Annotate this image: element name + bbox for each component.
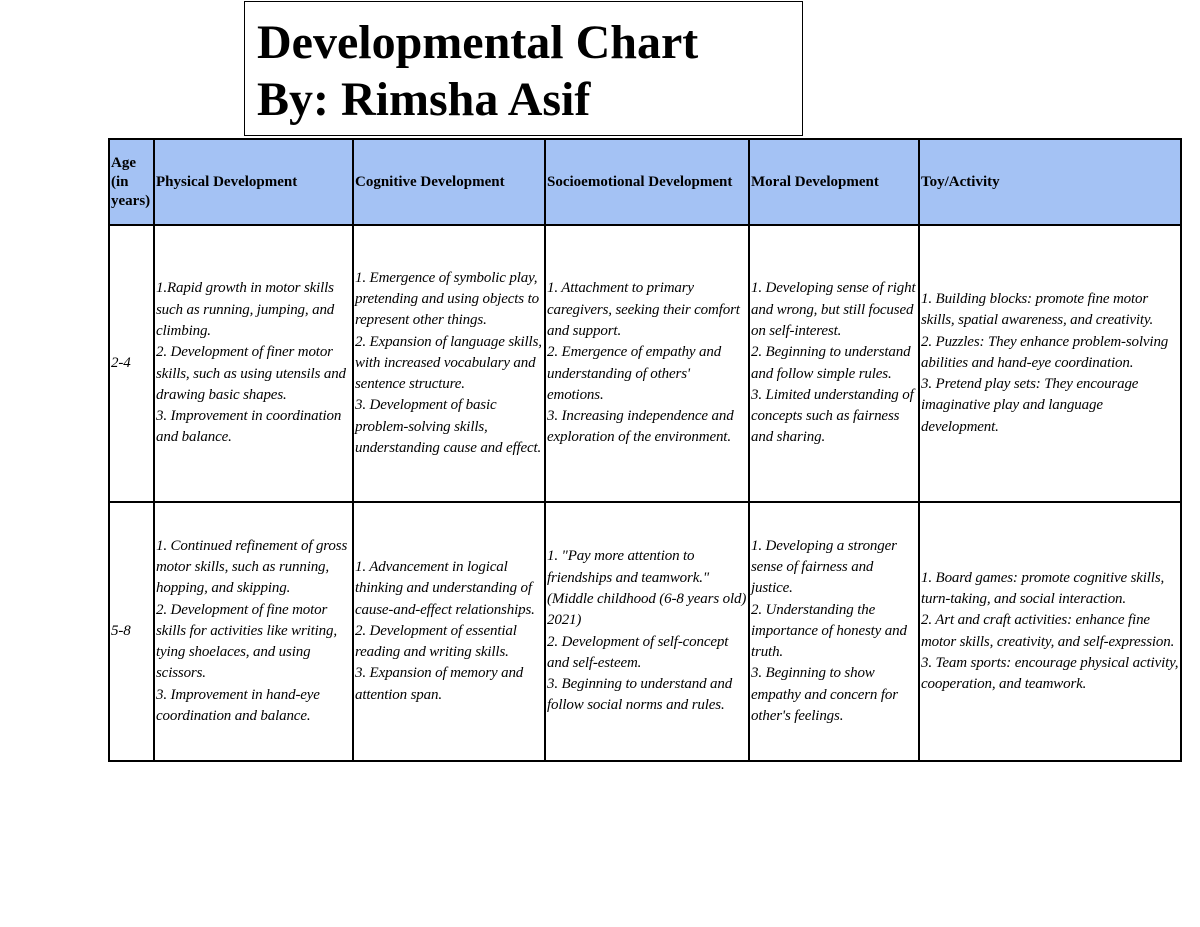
cognitive-cell: 1. Advancement in logical thinking and u… bbox=[352, 501, 546, 762]
toy-activity-cell: 1. Building blocks: promote fine motor s… bbox=[918, 224, 1182, 503]
table-header-row: Age (in years) Physical Development Cogn… bbox=[108, 138, 1182, 226]
header-socioemotional: Socioemotional Development bbox=[544, 138, 750, 226]
moral-cell: 1. Developing sense of right and wrong, … bbox=[748, 224, 920, 503]
header-age: Age (in years) bbox=[108, 138, 155, 226]
document-author: By: Rimsha Asif bbox=[257, 73, 591, 126]
moral-cell: 1. Developing a stronger sense of fairne… bbox=[748, 501, 920, 762]
table-row: 2-4 1.Rapid growth in motor skills such … bbox=[108, 224, 1182, 503]
table-row: 5-8 1. Continued refinement of gross mot… bbox=[108, 501, 1182, 762]
developmental-chart-table: Age (in years) Physical Development Cogn… bbox=[108, 138, 1182, 762]
socioemotional-cell: 1. Attachment to primary caregivers, see… bbox=[544, 224, 750, 503]
toy-activity-cell: 1. Board games: promote cognitive skills… bbox=[918, 501, 1182, 762]
physical-cell: 1. Continued refinement of gross motor s… bbox=[153, 501, 354, 762]
document-title: Developmental Chart bbox=[257, 16, 699, 69]
socioemotional-cell: 1. "Pay more attention to friendships an… bbox=[544, 501, 750, 762]
age-cell: 5-8 bbox=[108, 501, 155, 762]
header-physical: Physical Development bbox=[153, 138, 354, 226]
header-cognitive: Cognitive Development bbox=[352, 138, 546, 226]
header-toy-activity: Toy/Activity bbox=[918, 138, 1182, 226]
header-moral: Moral Development bbox=[748, 138, 920, 226]
cognitive-cell: 1. Emergence of symbolic play, pretendin… bbox=[352, 224, 546, 503]
physical-cell: 1.Rapid growth in motor skills such as r… bbox=[153, 224, 354, 503]
document-title-box: Developmental Chart By: Rimsha Asif bbox=[244, 1, 803, 136]
age-cell: 2-4 bbox=[108, 224, 155, 503]
